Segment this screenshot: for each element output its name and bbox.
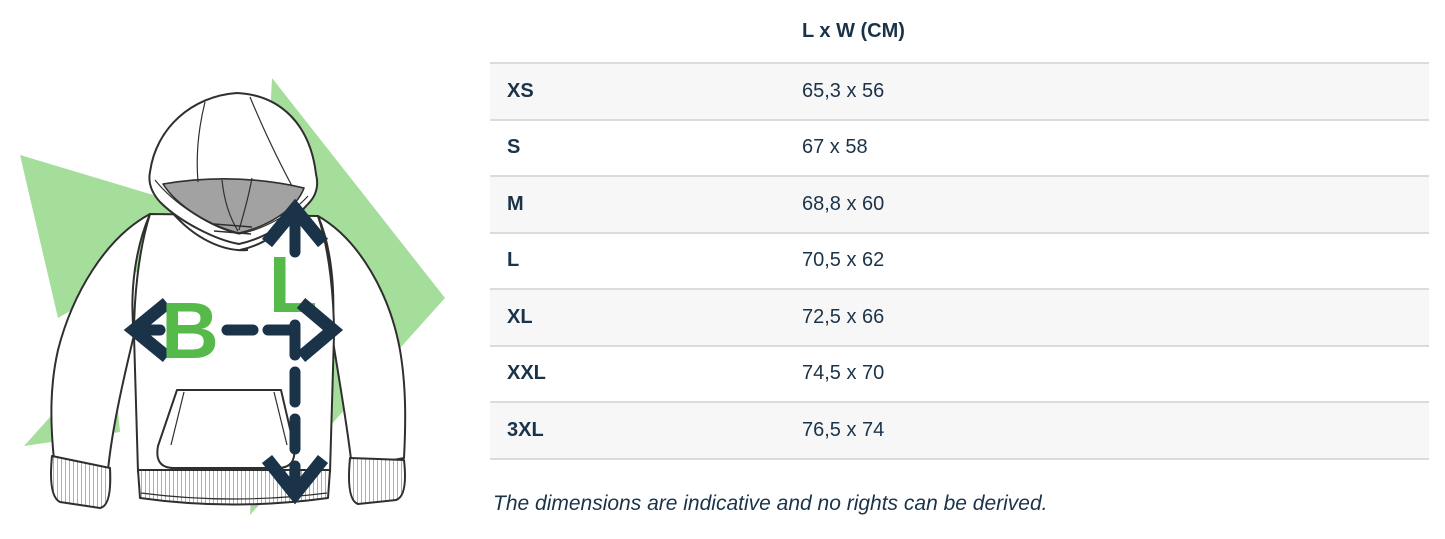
table-row: S 67 x 58 xyxy=(490,118,1429,176)
pocket-seam-right xyxy=(273,391,288,446)
dimensions-column-header: L x W (CM) xyxy=(802,19,905,42)
left-cuff xyxy=(50,455,112,509)
size-cell: XL xyxy=(507,305,533,328)
hood-lining-seam-left xyxy=(221,179,239,232)
dimension-cell: 68,8 x 60 xyxy=(802,192,885,215)
size-cell: XS xyxy=(507,79,534,102)
dimension-cell: 70,5 x 62 xyxy=(802,249,885,272)
hood-seam-left xyxy=(196,101,206,183)
table-row: L 70,5 x 62 xyxy=(490,231,1429,289)
dimension-cell: 72,5 x 66 xyxy=(802,305,885,328)
collar-band xyxy=(213,223,253,235)
arrowhead-up-icon xyxy=(261,198,329,248)
dimension-cell: 65,3 x 56 xyxy=(802,79,885,102)
pocket xyxy=(156,389,296,469)
table-row: M 68,8 x 60 xyxy=(490,175,1429,232)
hoodie-illustration: L B xyxy=(0,0,470,539)
table-row: XL 72,5 x 66 xyxy=(490,288,1429,345)
pocket-seam-left xyxy=(170,391,185,446)
hem-band-edge xyxy=(140,492,328,500)
width-measure-arrow: B xyxy=(123,286,344,375)
table-row: XXL 74,5 x 70 xyxy=(490,344,1429,402)
hood-seam-right xyxy=(249,96,293,187)
arrowhead-down-icon xyxy=(261,454,329,505)
size-cell: 3XL xyxy=(507,418,544,441)
disclaimer-text: The dimensions are indicative and no rig… xyxy=(493,492,1048,515)
arrowhead-right-icon xyxy=(296,298,344,362)
size-cell: S xyxy=(507,136,521,159)
arrowhead-left-icon xyxy=(123,297,172,363)
size-table: L x W (CM) XS 65,3 x 56 S 67 x 58 M 68,8… xyxy=(490,0,1429,460)
dimension-cell: 76,5 x 74 xyxy=(802,418,885,441)
hoodie-diagram-svg: L B xyxy=(20,78,445,515)
right-cuff xyxy=(348,457,406,505)
hoodie-drawing xyxy=(50,92,407,509)
dimension-cell: 74,5 x 70 xyxy=(802,362,885,385)
table-row: XS 65,3 x 56 xyxy=(490,62,1429,119)
table-header-row: L x W (CM) xyxy=(490,0,1429,62)
dimension-cell: 67 x 58 xyxy=(802,136,868,159)
table-row: 3XL 76,5 x 74 xyxy=(490,401,1429,458)
width-label: B xyxy=(161,286,219,375)
size-cell: M xyxy=(507,192,524,215)
size-cell: L xyxy=(507,249,520,272)
size-cell: XXL xyxy=(507,362,546,385)
table-body: XS 65,3 x 56 S 67 x 58 M 68,8 x 60 L 70,… xyxy=(490,62,1429,460)
